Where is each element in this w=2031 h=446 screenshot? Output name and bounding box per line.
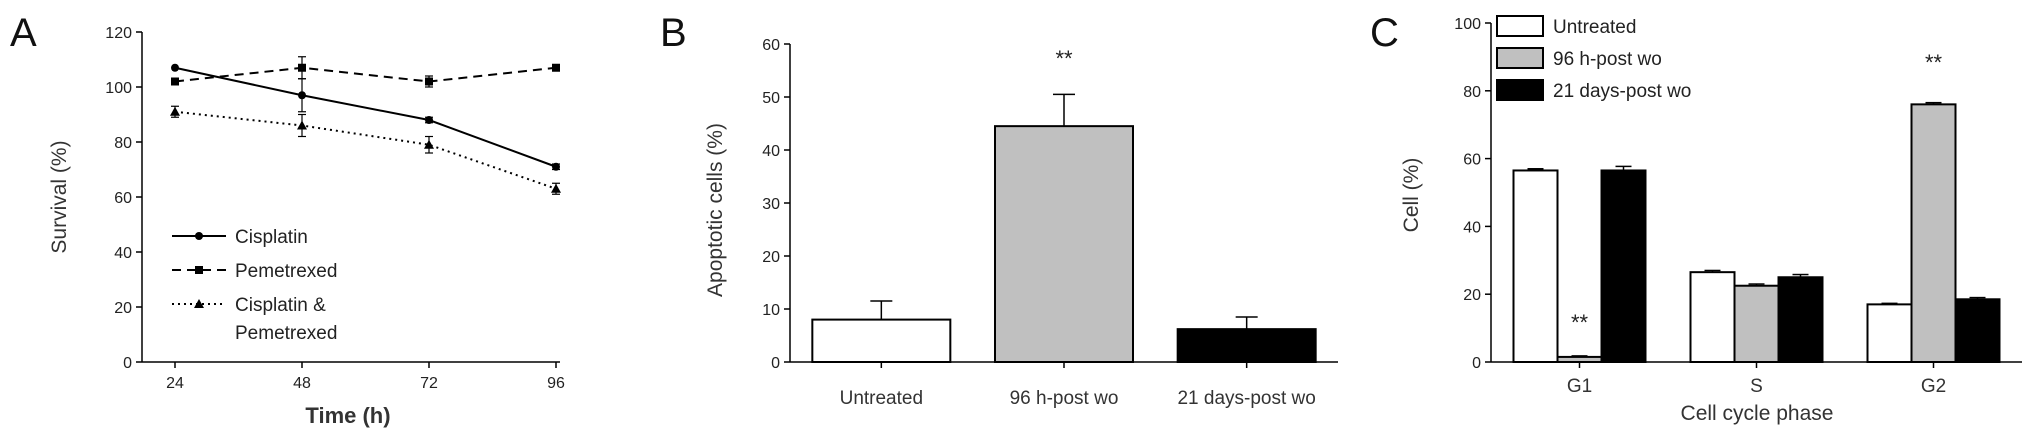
legend-label: 21 days-post wo <box>1553 81 1691 102</box>
data-point-0 <box>298 91 306 100</box>
panel-label-c: C <box>1370 11 1399 55</box>
data-point-1 <box>425 77 433 86</box>
bar-G2-1 <box>1910 103 1957 364</box>
category-label: Untreated <box>840 388 923 409</box>
significance-marker: ** <box>1925 50 1943 75</box>
bar-1 <box>994 125 1134 364</box>
legend-marker-0 <box>195 232 203 240</box>
x-tick-label: 72 <box>420 375 438 392</box>
y-tick-label: 60 <box>762 37 780 54</box>
x-axis-title: Cell cycle phase <box>1681 402 1834 425</box>
data-point-0 <box>552 162 560 171</box>
category-label: G1 <box>1567 376 1592 397</box>
y-tick-label: 20 <box>1463 287 1481 304</box>
x-tick-label: 96 <box>547 375 565 392</box>
data-point-0 <box>171 63 179 72</box>
bar-G2-0 <box>1866 303 1913 363</box>
legend-marker-1 <box>195 266 203 274</box>
series-line-2 <box>174 110 557 190</box>
bar-S-1 <box>1733 284 1780 364</box>
y-axis-title: Survival (%) <box>48 140 71 253</box>
legend-swatch-1 <box>1496 47 1544 69</box>
bar-G1-0 <box>1512 169 1559 363</box>
y-axis-title: Cell (%) <box>1400 158 1423 233</box>
significance-marker: ** <box>1055 46 1073 71</box>
category-label: 96 h-post wo <box>1010 388 1119 409</box>
bar-S-2 <box>1777 276 1824 363</box>
y-tick-label: 80 <box>1463 84 1481 101</box>
y-tick-label: 40 <box>114 245 132 262</box>
category-label: G2 <box>1921 376 1946 397</box>
series-line-0 <box>174 66 557 168</box>
legend-label: Cisplatin <box>235 227 308 248</box>
y-tick-label: 40 <box>762 143 780 160</box>
panel-label-a: A <box>10 11 37 55</box>
y-tick-label: 20 <box>762 249 780 266</box>
y-tick-label: 50 <box>762 90 780 107</box>
y-tick-label: 60 <box>1463 152 1481 169</box>
data-point-2 <box>170 106 180 116</box>
y-tick-label: 30 <box>762 196 780 213</box>
y-tick-label: 40 <box>1463 219 1481 236</box>
legend-swatch-2 <box>1496 79 1544 101</box>
data-point-1 <box>171 77 179 86</box>
bar-S-0 <box>1689 271 1736 364</box>
legend-label: Pemetrexed <box>235 261 337 282</box>
x-axis-title: Time (h) <box>305 403 390 428</box>
data-point-2 <box>424 139 434 149</box>
data-point-0 <box>425 116 433 124</box>
y-tick-label: 80 <box>114 135 132 152</box>
y-tick-label: 10 <box>762 302 780 319</box>
legend-label: Untreated <box>1553 17 1636 38</box>
y-tick-label: 120 <box>105 25 132 42</box>
y-tick-label: 0 <box>1472 355 1481 372</box>
series-line-1 <box>174 66 557 83</box>
bar-G1-2 <box>1600 169 1647 363</box>
panel-c-cell-cycle-chart: 0 20 40 60 80 100 Cell (%) Cell cycle phase G1 S G… <box>1400 15 2022 425</box>
legend-label-line1: Cisplatin & <box>235 295 326 316</box>
y-tick-label: 100 <box>105 80 132 97</box>
bar-G2-2 <box>1954 298 2001 364</box>
data-point-1 <box>298 63 306 72</box>
x-tick-label: 48 <box>293 375 311 392</box>
x-tick-label: 24 <box>166 375 184 392</box>
bar-0 <box>811 318 952 364</box>
y-tick-label: 60 <box>114 190 132 207</box>
y-tick-label: 0 <box>771 355 780 372</box>
significance-marker: ** <box>1571 310 1589 335</box>
data-point-1 <box>552 63 560 72</box>
data-point-2 <box>551 183 561 193</box>
y-tick-label: 20 <box>114 300 132 317</box>
y-axis-title: Apoptotic cells (%) <box>704 123 727 297</box>
panel-label-b: B <box>660 11 687 55</box>
y-tick-label: 100 <box>1454 16 1481 33</box>
legend-marker-2 <box>194 299 204 308</box>
category-label: S <box>1750 376 1763 397</box>
y-tick-label: 0 <box>123 355 132 372</box>
legend-label: 96 h-post wo <box>1553 49 1662 70</box>
bar-2 <box>1176 328 1317 364</box>
data-point-2 <box>297 120 307 130</box>
panel-a-survival-chart: 0 20 40 60 80 100 120 24 48 72 96 Time (h) Survival … <box>48 25 565 428</box>
bar-G1-1 <box>1556 355 1603 364</box>
legend-swatch-0 <box>1496 15 1544 37</box>
panel-b-apoptosis-chart: 0 10 20 30 40 50 60 Apoptotic cells (%) Untreate… <box>704 37 1338 409</box>
category-label: 21 days-post wo <box>1177 388 1315 409</box>
legend-label-line2: Pemetrexed <box>235 323 337 344</box>
